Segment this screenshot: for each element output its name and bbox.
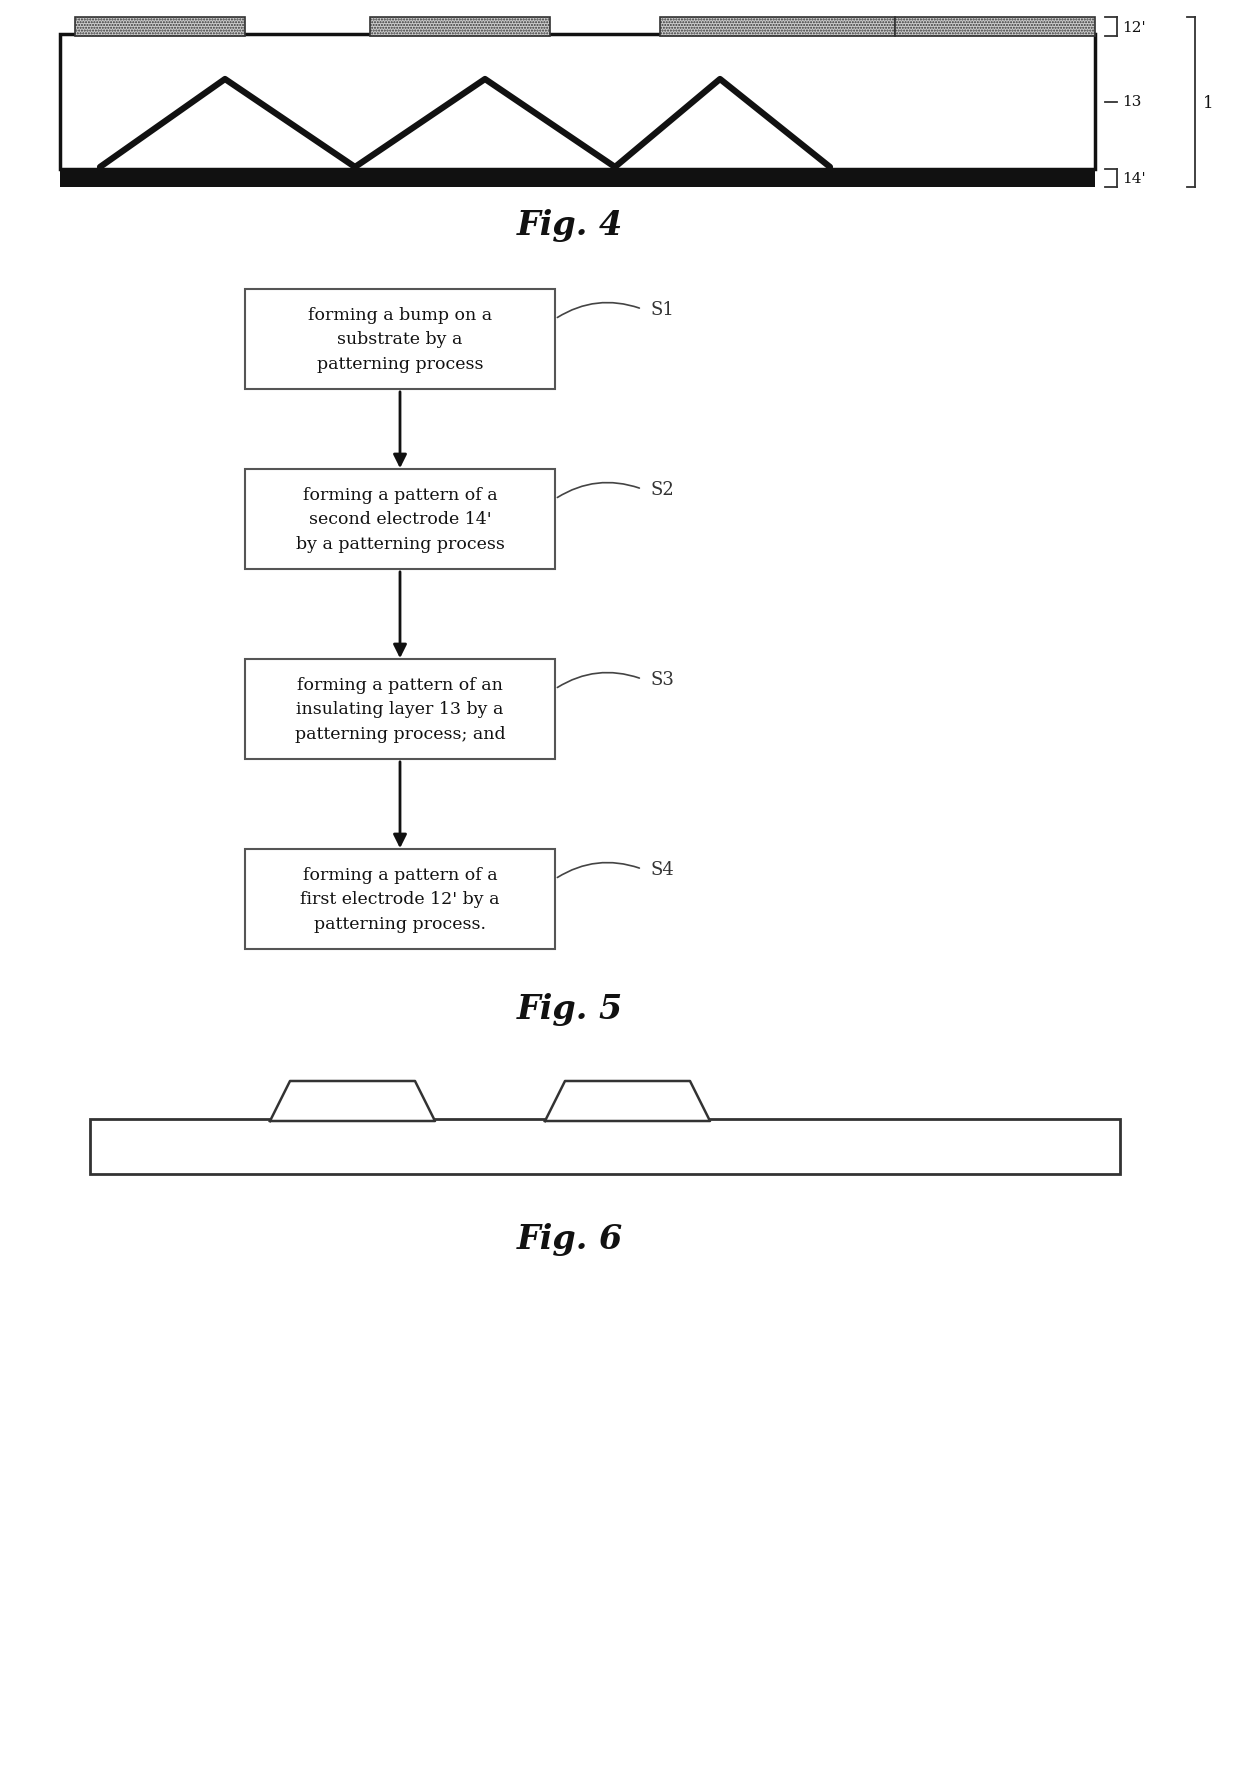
Text: S2: S2 — [650, 481, 673, 498]
Bar — [246, 470, 556, 570]
Bar — [895, 18, 1095, 37]
Bar — [91, 1120, 1120, 1175]
Polygon shape — [270, 1082, 435, 1121]
Bar — [370, 18, 551, 37]
Text: Fig. 5: Fig. 5 — [517, 993, 624, 1025]
Bar — [74, 18, 246, 37]
Bar — [660, 18, 895, 37]
Text: Fig. 6: Fig. 6 — [517, 1223, 624, 1257]
Text: forming a pattern of an
insulating layer 13 by a
patterning process; and: forming a pattern of an insulating layer… — [295, 676, 506, 742]
Text: 12': 12' — [1122, 21, 1146, 34]
Text: forming a pattern of a
second electrode 14'
by a patterning process: forming a pattern of a second electrode … — [295, 488, 505, 552]
Text: S1: S1 — [650, 301, 673, 319]
Text: Fig. 4: Fig. 4 — [517, 208, 624, 242]
Text: forming a bump on a
substrate by a
patterning process: forming a bump on a substrate by a patte… — [308, 308, 492, 372]
Bar — [246, 290, 556, 390]
Text: forming a pattern of a
first electrode 12' by a
patterning process.: forming a pattern of a first electrode 1… — [300, 867, 500, 933]
Polygon shape — [546, 1082, 711, 1121]
Text: 1: 1 — [1203, 94, 1214, 112]
Text: S3: S3 — [650, 671, 673, 689]
Text: 14': 14' — [1122, 173, 1146, 185]
Text: 13: 13 — [1122, 96, 1141, 109]
Bar — [246, 660, 556, 760]
Text: S4: S4 — [650, 860, 673, 879]
Bar — [246, 849, 556, 949]
Bar — [60, 36, 1095, 169]
Bar — [60, 169, 1095, 189]
